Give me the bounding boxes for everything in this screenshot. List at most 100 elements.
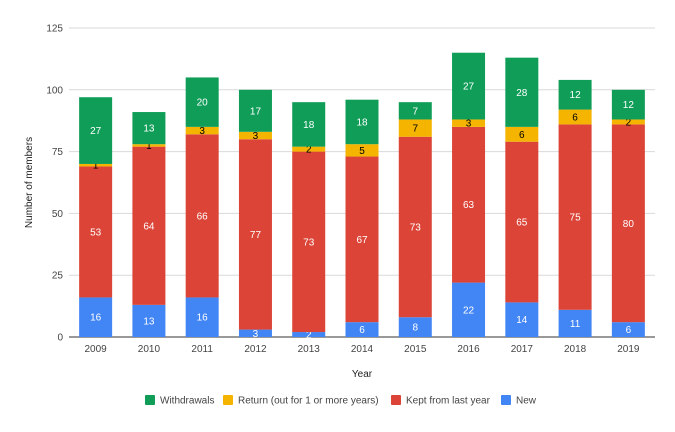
- bar-segment: [238, 329, 272, 337]
- bar-segment: [505, 302, 539, 337]
- bar-segment: [345, 99, 379, 145]
- data-label: 12: [623, 100, 635, 111]
- data-label: 1: [146, 141, 152, 152]
- bar-segment: [185, 297, 219, 337]
- legend-swatch: [501, 395, 511, 405]
- y-axis: 0 25 50 75 100 125: [46, 24, 63, 344]
- data-label: 6: [519, 130, 525, 141]
- bar-segment: [398, 119, 432, 137]
- data-label: 2: [306, 330, 312, 341]
- bar-segment: [79, 163, 113, 167]
- data-label: 75: [570, 213, 582, 224]
- data-label: 2: [306, 145, 312, 156]
- y-axis-title: Number of members: [24, 137, 35, 228]
- bar-segment: [611, 89, 645, 120]
- data-label: 80: [623, 219, 635, 230]
- bar-segment: [398, 136, 432, 318]
- bar-segment: [611, 119, 645, 125]
- bar-segment: [452, 282, 486, 337]
- x-tick-label: 2016: [457, 344, 480, 355]
- x-tick-label: 2019: [617, 344, 640, 355]
- bar-segment: [505, 141, 539, 303]
- data-label: 6: [359, 325, 365, 336]
- bars: 1653127136411316663203773172732186675188…: [79, 52, 645, 341]
- bar-segment: [185, 134, 219, 298]
- x-tick-label: 2012: [244, 344, 267, 355]
- bar-segment: [558, 109, 592, 125]
- bar-segment: [398, 102, 432, 120]
- data-label: 20: [197, 98, 209, 109]
- bar-segment: [238, 131, 272, 140]
- data-label: 3: [253, 131, 259, 142]
- data-label: 12: [570, 90, 582, 101]
- bar-segment: [345, 156, 379, 323]
- x-tick-label: 2013: [298, 344, 321, 355]
- data-label: 7: [412, 106, 418, 117]
- bar-segment: [345, 322, 379, 337]
- data-label: 65: [516, 218, 528, 229]
- y-tick-label: 125: [46, 24, 63, 35]
- x-tick-label: 2011: [191, 344, 213, 355]
- bar-segment: [132, 304, 166, 337]
- data-label: 2: [626, 117, 632, 128]
- data-label: 13: [143, 124, 155, 135]
- x-tick-label: 2010: [138, 344, 161, 355]
- bar-segment: [292, 102, 326, 147]
- data-label: 18: [303, 120, 315, 131]
- data-label: 64: [143, 221, 155, 232]
- data-label: 8: [412, 323, 418, 334]
- data-label: 67: [356, 235, 368, 246]
- x-tick-label: 2017: [511, 344, 534, 355]
- bar-segment: [505, 126, 539, 142]
- data-label: 11: [570, 319, 581, 330]
- data-label: 22: [463, 305, 475, 316]
- bar-segment: [238, 89, 272, 132]
- x-axis-title: Year: [352, 369, 373, 380]
- bar-segment: [292, 332, 326, 337]
- legend: Withdrawals Return (out for 1 or more yea…: [145, 395, 537, 407]
- data-label: 77: [250, 230, 262, 241]
- data-label: 14: [516, 315, 528, 326]
- legend-label: Kept from last year: [406, 396, 491, 407]
- data-label: 66: [197, 211, 209, 222]
- data-label: 6: [626, 325, 632, 336]
- legend-label: New: [516, 396, 537, 407]
- bar-segment: [79, 97, 113, 164]
- bar-segment: [452, 52, 486, 120]
- x-tick-label: 2015: [404, 344, 427, 355]
- data-label: 17: [250, 106, 262, 117]
- legend-swatch: [223, 395, 233, 405]
- bar-segment: [505, 57, 539, 127]
- data-label: 63: [463, 200, 475, 211]
- data-label: 13: [143, 316, 155, 327]
- x-tick-label: 2018: [564, 344, 587, 355]
- data-label: 7: [412, 124, 418, 135]
- bar-segment: [398, 317, 432, 337]
- x-tick-label: 2009: [85, 344, 108, 355]
- y-tick-label: 0: [57, 333, 63, 344]
- y-tick-label: 100: [46, 85, 63, 96]
- bar-segment: [452, 119, 486, 127]
- data-label: 6: [572, 112, 578, 123]
- data-label: 27: [90, 126, 102, 137]
- data-label: 1: [93, 161, 99, 172]
- data-label: 73: [303, 237, 315, 248]
- bar-segment: [611, 322, 645, 337]
- data-label: 18: [356, 117, 368, 128]
- bar-segment: [79, 166, 113, 298]
- data-label: 5: [359, 146, 365, 157]
- bar-segment: [132, 144, 166, 147]
- bar-segment: [345, 144, 379, 157]
- legend-label: Withdrawals: [160, 396, 214, 407]
- data-label: 53: [90, 227, 102, 238]
- legend-swatch: [391, 395, 401, 405]
- bar-segment: [452, 126, 486, 283]
- bar-segment: [292, 146, 326, 152]
- y-tick-label: 25: [52, 271, 64, 282]
- data-label: 3: [199, 126, 205, 137]
- data-label: 16: [90, 313, 102, 324]
- bar-segment: [611, 124, 645, 323]
- data-label: 16: [197, 313, 209, 324]
